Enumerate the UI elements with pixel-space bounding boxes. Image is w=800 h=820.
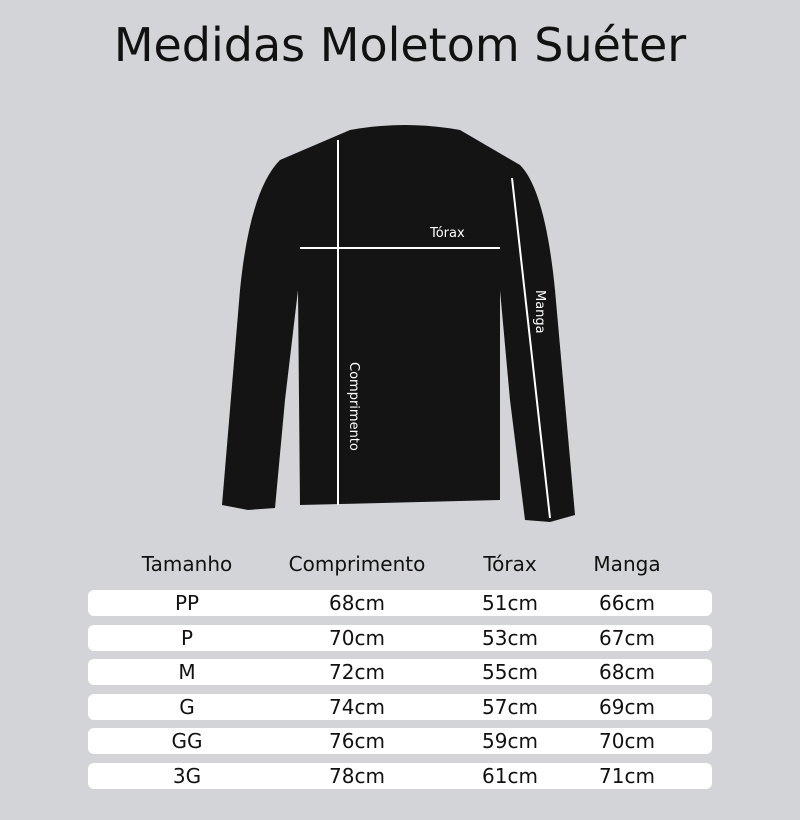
table-row: G 74cm 57cm 69cm bbox=[88, 693, 712, 720]
table-cell: 57cm bbox=[482, 694, 538, 719]
header-length: Comprimento bbox=[288, 552, 426, 576]
page-title: Medidas Moletom Suéter bbox=[113, 18, 687, 72]
table-cell: 53cm bbox=[482, 625, 538, 650]
table-cell: 3G bbox=[172, 764, 202, 788]
table-cell: 68cm bbox=[599, 660, 655, 685]
table-cell: 76cm bbox=[329, 729, 385, 754]
table-cell: 67cm bbox=[599, 625, 655, 650]
table-cell: 55cm bbox=[482, 660, 538, 685]
table-cell: G bbox=[179, 694, 195, 719]
chest-label: Tórax bbox=[429, 226, 465, 241]
sweater-shape bbox=[222, 125, 575, 522]
table-cell: 61cm bbox=[482, 764, 538, 788]
table-cell: 69cm bbox=[599, 694, 655, 719]
table-cell: 59cm bbox=[482, 729, 538, 754]
table-cell: 71cm bbox=[599, 764, 655, 788]
table-cell: GG bbox=[171, 729, 203, 754]
table-cell: 78cm bbox=[329, 764, 385, 788]
table-cell: 74cm bbox=[329, 694, 385, 719]
table-cell: M bbox=[178, 660, 196, 685]
table-cell: PP bbox=[174, 591, 200, 615]
header-chest: Tórax bbox=[483, 552, 537, 576]
sleeve-label: Manga bbox=[532, 290, 547, 334]
sweater-image: Tórax Manga Comprimento bbox=[222, 125, 575, 522]
table-cell: 66cm bbox=[599, 591, 655, 615]
table-header: Tamanho Comprimento Tórax Manga bbox=[0, 552, 800, 578]
table-row: 3G 78cm 61cm 71cm bbox=[88, 763, 712, 789]
table-row: P 70cm 53cm 67cm bbox=[88, 624, 712, 651]
length-label: Comprimento bbox=[346, 362, 361, 451]
table-cell: 72cm bbox=[329, 660, 385, 685]
table-cell: 70cm bbox=[329, 625, 385, 650]
table-cell: 51cm bbox=[482, 591, 538, 615]
table-row: GG 76cm 59cm 70cm bbox=[88, 728, 712, 755]
table-cell: 70cm bbox=[599, 729, 655, 754]
table-row: M 72cm 55cm 68cm bbox=[88, 659, 712, 686]
table-cell: 68cm bbox=[329, 591, 385, 615]
table-row: PP 68cm 51cm 66cm bbox=[88, 590, 712, 616]
header-sleeve: Manga bbox=[593, 552, 661, 576]
table-cell: P bbox=[180, 625, 194, 650]
header-size: Tamanho bbox=[141, 552, 233, 576]
